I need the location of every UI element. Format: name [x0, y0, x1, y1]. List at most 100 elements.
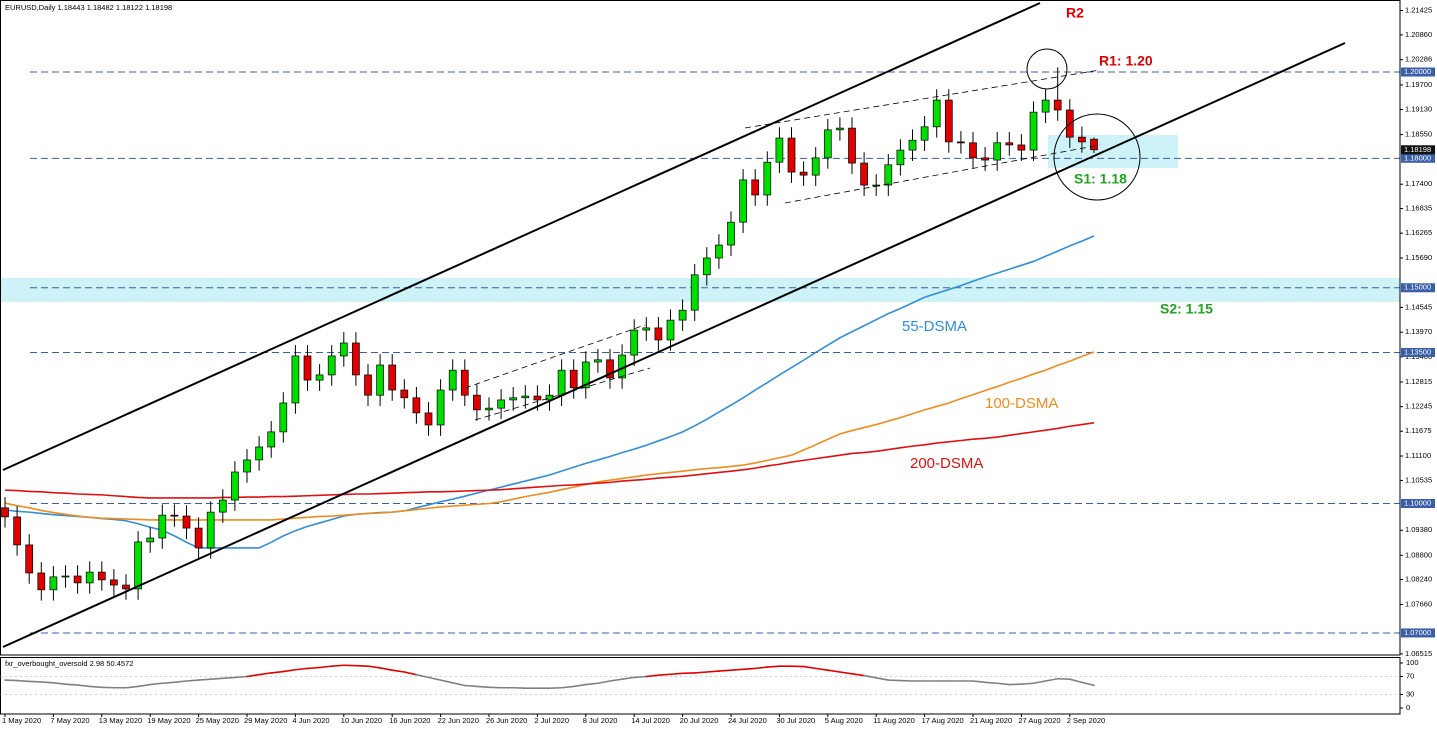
indicator-line [463, 684, 478, 688]
candle-body [339, 342, 348, 357]
x-tick-label: 29 May 2020 [244, 716, 287, 725]
indicator-title: fxr_overbought_oversold 2.98 50.4572 [5, 659, 133, 668]
level-label: 1.07000 [1404, 628, 1431, 637]
x-tick-label: 21 Aug 2020 [970, 716, 1012, 725]
candle-body [836, 127, 844, 131]
indicator-line [173, 680, 188, 684]
indicator-line [282, 668, 297, 673]
pattern-line [784, 144, 1101, 204]
support-zone [0, 278, 1400, 302]
candle-body [231, 471, 239, 501]
indicator-line [802, 665, 817, 670]
candle-body [751, 179, 760, 196]
indicator-line [851, 672, 865, 677]
candle-body [255, 446, 263, 461]
indicator-line [306, 666, 321, 670]
y-tick-label: 1.20860 [1405, 30, 1432, 39]
candle-body [920, 126, 929, 141]
candle-body [352, 342, 360, 376]
candle-body [969, 142, 977, 159]
x-tick-label: 2 Sep 2020 [1067, 716, 1105, 725]
x-tick-label: 22 Jun 2020 [438, 716, 479, 725]
candle-body [569, 369, 578, 389]
channel-line [2, 42, 1346, 648]
indicator-line [137, 683, 151, 688]
indicator-line [657, 673, 672, 676]
drawings [2, 2, 1346, 648]
y-tick-label: 1.18550 [1405, 130, 1432, 139]
candle-body [315, 374, 324, 381]
indicator-line [222, 676, 236, 680]
candle-body [473, 394, 481, 411]
indicator-line [1020, 682, 1035, 685]
candle-body [61, 575, 70, 578]
x-tick-label: 10 Jun 2020 [341, 716, 382, 725]
y-tick-label: 1.06515 [1405, 649, 1432, 658]
candle-body [279, 402, 288, 433]
indicator-line [415, 673, 430, 679]
level-label: 1.13500 [1404, 347, 1431, 356]
indicator-line [560, 685, 575, 689]
candle-body [1053, 99, 1062, 111]
indicator-line [863, 674, 878, 679]
indicator-line [64, 683, 79, 686]
candle-body [775, 137, 784, 163]
highlight-circle [1053, 113, 1141, 201]
candle-body [763, 161, 772, 196]
indicator-line [584, 682, 599, 686]
candle-body [509, 397, 518, 401]
candle-body [37, 572, 46, 591]
y-tick-label: 1.14545 [1405, 302, 1432, 311]
x-tick-label: 30 Jul 2020 [776, 716, 815, 725]
candle-body [49, 576, 58, 591]
candle-body [122, 584, 130, 590]
indicator-line [972, 680, 986, 684]
y-tick-label: 1.12245 [1405, 402, 1432, 411]
moving-average [4, 235, 1095, 549]
indicator-line [621, 676, 636, 680]
candle-body [884, 164, 893, 186]
candle-body [13, 516, 21, 546]
indicator-line [984, 681, 999, 685]
moving-average [4, 422, 1095, 499]
x-tick-label: 19 May 2020 [147, 716, 190, 725]
candle-body [497, 399, 505, 409]
indicator-line [52, 681, 67, 685]
candle-body [654, 327, 663, 341]
indicator-line [996, 682, 1011, 686]
indicator-line [1044, 677, 1059, 682]
candle-body [799, 171, 808, 176]
candle-body [73, 575, 82, 584]
y-tick-label: 1.20286 [1405, 55, 1432, 64]
level-label-box [1401, 283, 1435, 293]
y-tick-label: 1.08240 [1405, 574, 1432, 583]
indicator-line [730, 668, 744, 671]
series-label: 100-DSMA [985, 395, 1058, 412]
indicator-line [379, 667, 394, 671]
pattern-line [744, 69, 1101, 129]
candle-body [957, 141, 965, 144]
candle-body [364, 374, 372, 396]
candle-body [944, 99, 953, 143]
indicator-line [826, 669, 841, 673]
indicator-line [270, 670, 285, 674]
candle-body [303, 355, 312, 381]
level-label-box [1401, 153, 1435, 163]
y-tick-label: 1.19130 [1405, 105, 1432, 114]
indicator-line [76, 684, 91, 688]
candle-body [848, 127, 856, 164]
y-tick-label: 1.09380 [1405, 525, 1432, 534]
y-tick-label: 1.16265 [1405, 228, 1432, 237]
level-label-box [1401, 628, 1435, 638]
indicator-line [439, 679, 454, 684]
candle-body [739, 179, 747, 223]
x-tick-label: 8 Jul 2020 [583, 716, 618, 725]
candle-body [412, 397, 421, 414]
indicator-line [875, 677, 890, 681]
indicator-line [149, 682, 164, 686]
last-price-label: 1.18198 [1404, 145, 1431, 154]
indicator-line [403, 671, 418, 676]
x-tick-label: 13 May 2020 [99, 716, 142, 725]
x-tick-label: 24 Jul 2020 [728, 716, 767, 725]
x-tick-label: 25 May 2020 [196, 716, 239, 725]
